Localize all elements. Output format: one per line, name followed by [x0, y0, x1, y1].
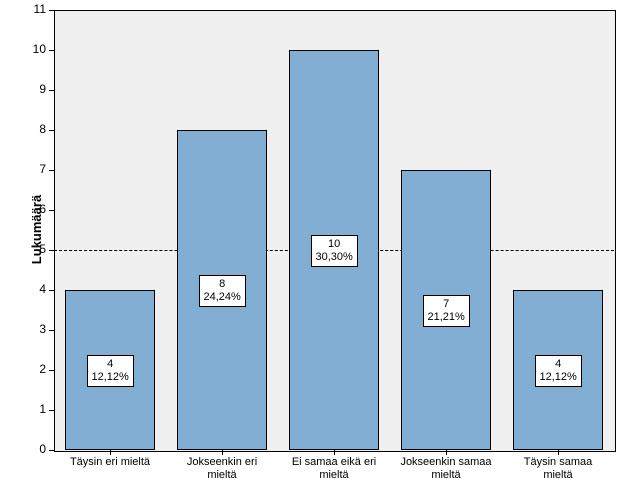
ytick-mark [49, 170, 54, 171]
ytick-mark [49, 90, 54, 91]
ytick-label: 8 [24, 122, 46, 136]
ytick-label: 4 [24, 282, 46, 296]
bar-value-label: 412,12% [87, 355, 134, 387]
ytick-mark [49, 210, 54, 211]
ytick-mark [49, 410, 54, 411]
ytick-label: 11 [24, 2, 46, 16]
ytick-mark [49, 50, 54, 51]
ytick-label: 9 [24, 82, 46, 96]
ytick-label: 0 [24, 442, 46, 456]
xtick-label: Ei samaa eikä erimieltä [278, 456, 390, 482]
bar-value-label: 412,12% [535, 355, 582, 387]
ytick-mark [49, 450, 54, 451]
bar-value-label: 721,21% [423, 295, 470, 327]
bar-value-label: 1030,30% [311, 235, 358, 267]
ytick-mark [49, 370, 54, 371]
xtick-mark [334, 450, 335, 455]
bar-value-label: 824,24% [199, 275, 246, 307]
ytick-mark [49, 130, 54, 131]
ytick-label: 10 [24, 42, 46, 56]
xtick-label: Täysin eri mieltä [54, 456, 166, 469]
xtick-mark [110, 450, 111, 455]
xtick-label: Jokseenkin erimieltä [166, 456, 278, 482]
xtick-label: Jokseenkin samaamieltä [390, 456, 502, 482]
ytick-mark [49, 290, 54, 291]
ytick-label: 5 [24, 242, 46, 256]
xtick-mark [222, 450, 223, 455]
ytick-label: 1 [24, 402, 46, 416]
ytick-label: 7 [24, 162, 46, 176]
xtick-label: Täysin samaamieltä [502, 456, 614, 482]
xtick-mark [558, 450, 559, 455]
xtick-mark [446, 450, 447, 455]
chart-container: Lukumäärä 01234567891011412,12%Täysin er… [0, 0, 626, 501]
ytick-label: 3 [24, 322, 46, 336]
ytick-mark [49, 330, 54, 331]
ytick-mark [49, 10, 54, 11]
ytick-label: 6 [24, 202, 46, 216]
ytick-label: 2 [24, 362, 46, 376]
